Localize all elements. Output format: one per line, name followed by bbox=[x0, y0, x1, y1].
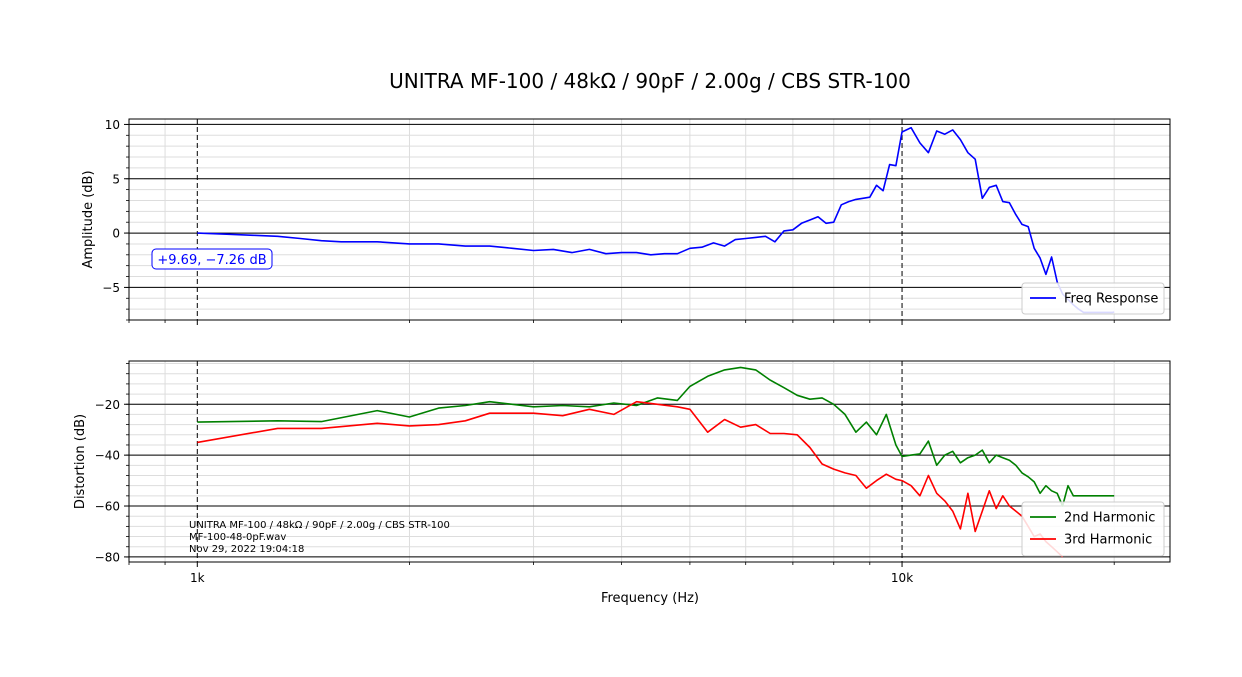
distortion-y-tick-label: −20 bbox=[95, 398, 120, 412]
response-y-axis-label: Amplitude (dB) bbox=[81, 170, 96, 268]
response-y-tick-label: 0 bbox=[112, 227, 120, 241]
response-legend-label: Freq Response bbox=[1064, 292, 1158, 307]
response-annotation-box bbox=[151, 248, 273, 270]
distortion-legend-label: 3rd Harmonic bbox=[1064, 533, 1152, 548]
distortion-y-tick-label: −80 bbox=[95, 550, 120, 564]
response-legend: Freq Response bbox=[1021, 282, 1165, 315]
response-panel: 10 5 0 −5 Amplitude (dB) Freq Response +9.69, … bbox=[81, 118, 1171, 325]
figure-title: UNITRA MF-100 / 48kΩ / 90pF / 2.00g / CB… bbox=[389, 69, 911, 93]
response-frame bbox=[128, 118, 1171, 321]
distortion-legend-label: 2nd Harmonic bbox=[1064, 511, 1155, 526]
distortion-x-tick-label: 1k bbox=[190, 571, 205, 585]
distortion-legend: 2nd Harmonic 3rd Harmonic bbox=[1021, 501, 1165, 557]
response-legend-box bbox=[1021, 282, 1165, 315]
distortion-x-tick-label: 10k bbox=[891, 571, 913, 585]
distortion-y-tick-label: −60 bbox=[95, 500, 120, 514]
distortion-y-tick-label: −40 bbox=[95, 449, 120, 463]
response-y-tick-label: 10 bbox=[105, 118, 120, 132]
response-series-freq-response bbox=[197, 126, 1115, 314]
distortion-panel: −20 −40 −60 −80 1k 10k Distortion (dB) 2nd Harm… bbox=[73, 360, 1171, 585]
distortion-info-line: UNITRA MF-100 / 48kΩ / 90pF / 2.00g / CB… bbox=[189, 520, 450, 531]
distortion-legend-box bbox=[1021, 501, 1165, 557]
distortion-frame bbox=[128, 360, 1171, 563]
distortion-info-line: Nov 29, 2022 19:04:18 bbox=[189, 544, 304, 555]
response-y-tick-label: 5 bbox=[112, 172, 120, 186]
distortion-series-3rd-harmonic bbox=[197, 400, 1064, 558]
x-axis-label: Frequency (Hz) bbox=[601, 591, 699, 606]
response-y-tick-label: −5 bbox=[102, 281, 120, 295]
response-annotation: +9.69, −7.26 dB bbox=[157, 253, 266, 268]
distortion-info-line: MF-100-48-0pF.wav bbox=[189, 532, 286, 543]
distortion-y-axis-label: Distortion (dB) bbox=[73, 414, 88, 509]
